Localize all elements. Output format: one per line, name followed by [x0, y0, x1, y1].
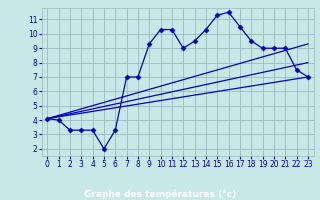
Text: Graphe des températures (°c): Graphe des températures (°c) [84, 190, 236, 199]
